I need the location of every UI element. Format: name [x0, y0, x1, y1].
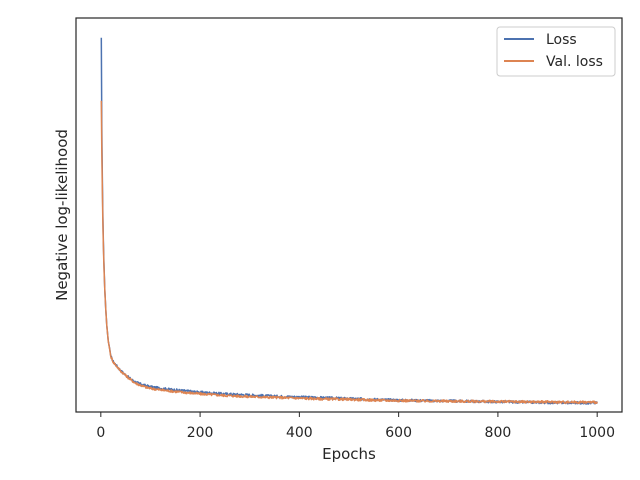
x-tick-label-1000: 1000 [579, 425, 615, 441]
series-line-val-loss [100, 100, 598, 405]
legend: Loss Val. loss [496, 26, 616, 77]
legend-label-loss: Loss [546, 32, 577, 48]
series-layer [100, 37, 598, 405]
x-tick-label-400: 400 [286, 425, 313, 441]
y-axis-label: Negative log-likelihood [53, 129, 71, 301]
x-tick-label-600: 600 [385, 425, 412, 441]
x-axis-ticks: 0 200 400 600 800 1000 [96, 412, 615, 441]
plot-frame [75, 17, 623, 413]
legend-label-val-loss: Val. loss [546, 54, 603, 70]
x-tick-label-800: 800 [485, 425, 512, 441]
x-tick-label-0: 0 [96, 425, 105, 441]
x-axis-label: Epochs [322, 445, 376, 463]
x-tick-label-200: 200 [187, 425, 214, 441]
